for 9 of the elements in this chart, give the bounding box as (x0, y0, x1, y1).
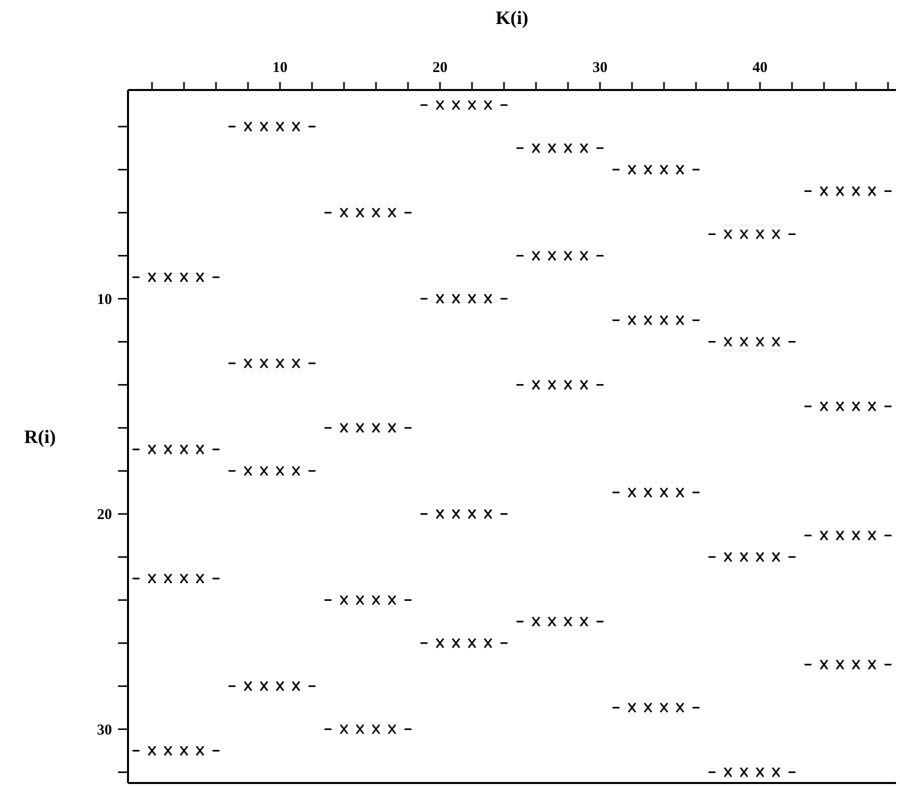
x-axis-title: K(i) (496, 8, 528, 29)
x-tick-label: 30 (592, 60, 608, 76)
y-axis-title: R(i) (24, 427, 56, 448)
x-tick-label: 20 (432, 60, 448, 76)
x-tick-label: 40 (752, 60, 768, 76)
x-tick-label: 10 (272, 60, 288, 76)
y-tick-label: 10 (97, 292, 112, 308)
y-tick-label: 20 (97, 507, 112, 524)
y-tick-label: 30 (97, 722, 112, 738)
